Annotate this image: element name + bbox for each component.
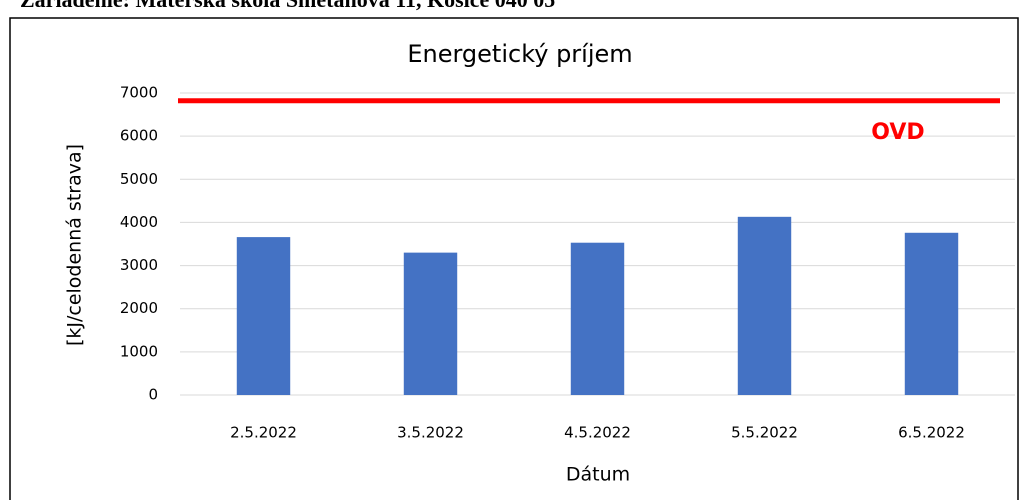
y-tick-label: 5000 <box>120 170 158 188</box>
chart-frame <box>9 17 1019 500</box>
bar <box>570 242 625 395</box>
reference-label: OVD <box>871 120 924 145</box>
x-axis-label: Dátum <box>566 464 630 486</box>
y-tick-label: 7000 <box>120 84 158 102</box>
x-tick-label: 5.5.2022 <box>731 424 798 442</box>
y-tick-label: 1000 <box>120 342 158 360</box>
y-tick-label: 3000 <box>120 256 158 274</box>
x-tick-label: 4.5.2022 <box>564 424 631 442</box>
y-tick-label: 2000 <box>120 299 158 317</box>
y-tick-label: 4000 <box>120 213 158 231</box>
bar <box>403 252 458 395</box>
x-tick-label: 3.5.2022 <box>397 424 464 442</box>
y-axis-label: [kJ/celodenná strava] <box>64 144 86 346</box>
chart-title: Energetický príjem <box>407 40 632 68</box>
y-tick-label: 6000 <box>120 127 158 145</box>
y-tick-label: 0 <box>148 386 158 404</box>
bar <box>904 232 959 395</box>
x-tick-label: 6.5.2022 <box>898 424 965 442</box>
bar <box>236 237 291 395</box>
page-header: Zariadenie: Materská škola Smetanová 11,… <box>20 0 555 12</box>
x-tick-label: 2.5.2022 <box>230 424 297 442</box>
bar <box>737 216 792 395</box>
